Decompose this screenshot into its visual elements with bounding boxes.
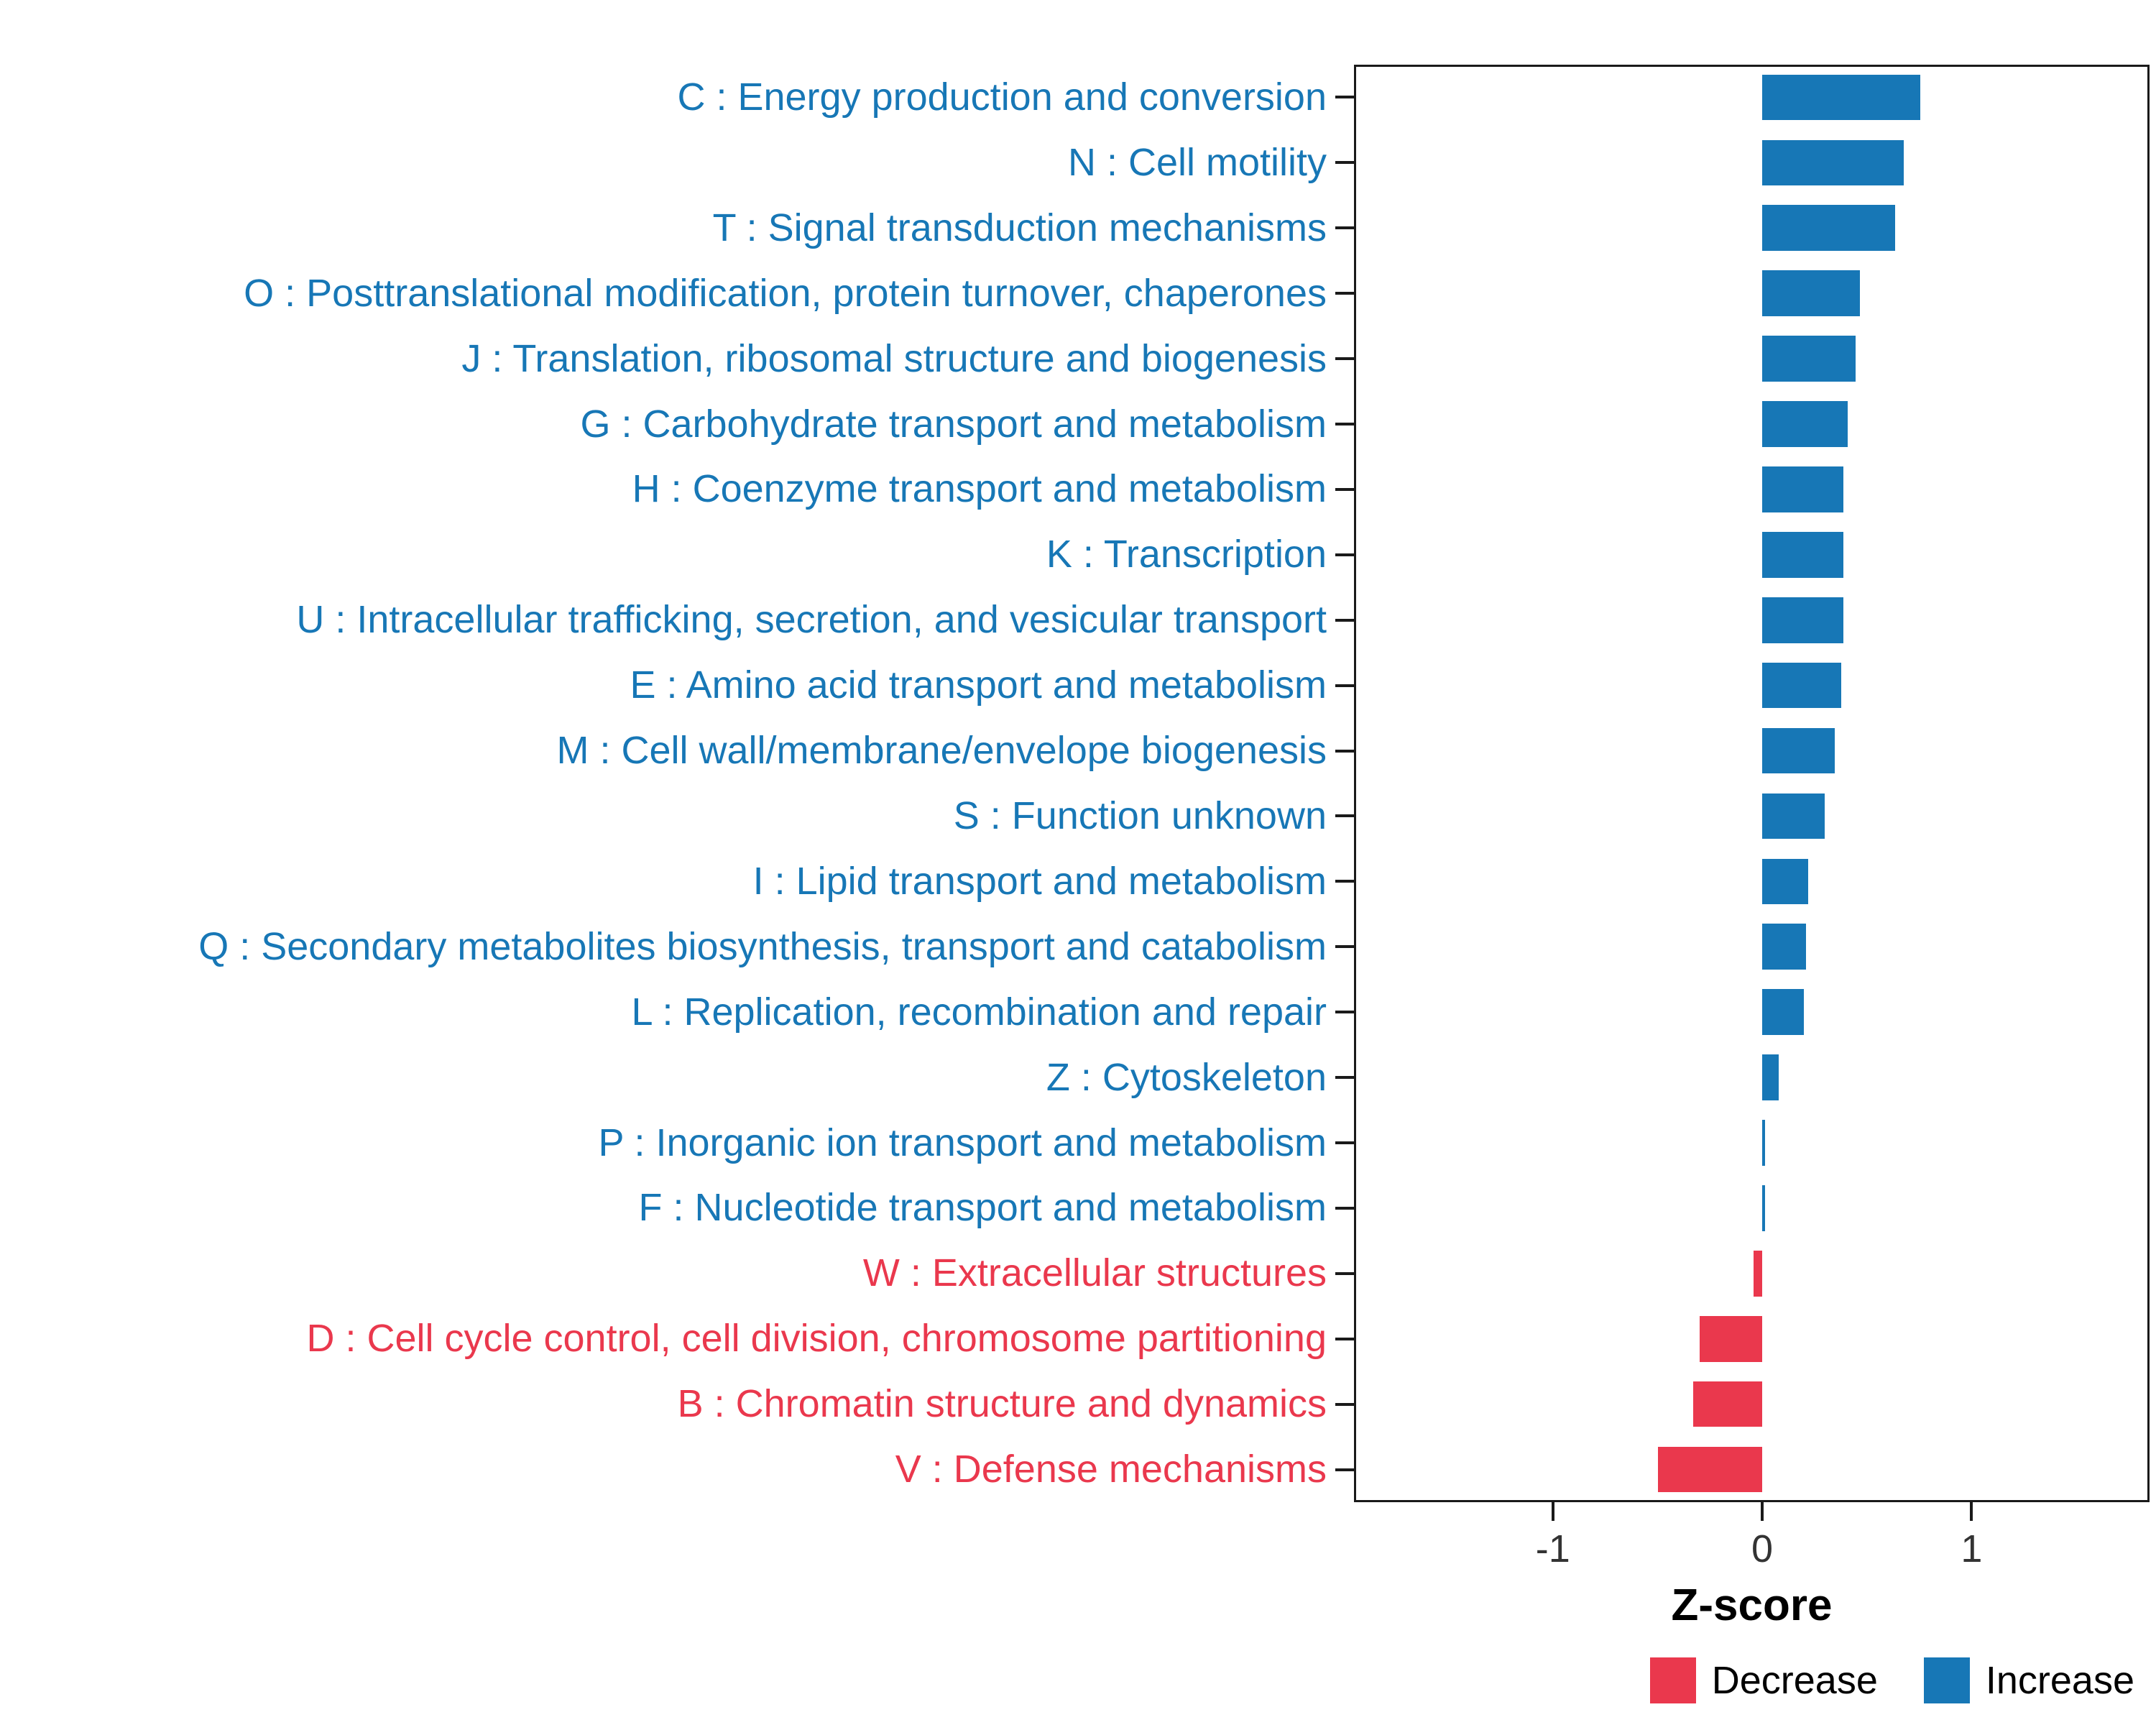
bar-increase xyxy=(1761,858,1808,905)
legend-item-increase: Increase xyxy=(1923,1657,2134,1703)
x-axis-title: Z-score xyxy=(1671,1581,1833,1630)
bar-increase xyxy=(1761,1120,1766,1166)
y-tick-mark xyxy=(1335,96,1354,99)
y-tick-mark xyxy=(1335,1076,1354,1080)
y-tick-mark xyxy=(1335,1206,1354,1210)
x-tick-label: -1 xyxy=(1535,1527,1570,1570)
category-label: S : Function unknown xyxy=(953,794,1327,837)
bar-increase xyxy=(1761,205,1896,252)
x-tick-mark xyxy=(1970,1502,1973,1521)
category-label: D : Cell cycle control, cell division, c… xyxy=(306,1317,1327,1361)
category-label: J : Translation, ribosomal structure and… xyxy=(461,336,1327,380)
y-tick-mark xyxy=(1335,1141,1354,1144)
x-tick-label: 1 xyxy=(1961,1527,1983,1570)
y-tick-mark xyxy=(1335,1468,1354,1471)
category-label: G : Carbohydrate transport and metabolis… xyxy=(580,402,1327,446)
bar-increase xyxy=(1761,139,1904,186)
category-label: O : Posttranslational modification, prot… xyxy=(244,271,1327,315)
category-label: L : Replication, recombination and repai… xyxy=(631,990,1327,1034)
category-label: N : Cell motility xyxy=(1067,140,1327,184)
y-tick-mark xyxy=(1335,226,1354,230)
y-tick-mark xyxy=(1335,292,1354,295)
bar-increase xyxy=(1761,662,1842,709)
y-tick-mark xyxy=(1335,880,1354,883)
bar-increase xyxy=(1761,74,1921,121)
y-tick-mark xyxy=(1335,684,1354,687)
legend: Decrease Increase xyxy=(1649,1657,2134,1703)
y-tick-mark xyxy=(1335,814,1354,818)
y-tick-mark xyxy=(1335,1337,1354,1340)
category-label: Q : Secondary metabolites biosynthesis, … xyxy=(198,924,1327,968)
y-tick-mark xyxy=(1335,357,1354,361)
category-label: I : Lipid transport and metabolism xyxy=(752,859,1327,903)
legend-item-decrease: Decrease xyxy=(1649,1657,1878,1703)
y-tick-mark xyxy=(1335,423,1354,426)
y-tick-mark xyxy=(1335,553,1354,556)
category-label: H : Coenzyme transport and metabolism xyxy=(632,467,1327,511)
category-label: V : Defense mechanisms xyxy=(895,1448,1327,1491)
bar-increase xyxy=(1761,1054,1779,1100)
bar-decrease xyxy=(1658,1446,1762,1493)
category-label: W : Extracellular structures xyxy=(862,1251,1327,1295)
y-tick-mark xyxy=(1335,749,1354,753)
y-tick-mark xyxy=(1335,487,1354,491)
category-label: E : Amino acid transport and metabolism xyxy=(630,663,1327,707)
category-label: U : Intracellular trafficking, secretion… xyxy=(296,598,1327,642)
bar-increase xyxy=(1761,989,1804,1035)
bar-decrease xyxy=(1693,1381,1762,1427)
y-tick-mark xyxy=(1335,1271,1354,1275)
bar-increase xyxy=(1761,466,1843,512)
bar-increase xyxy=(1761,1185,1766,1231)
bar-increase xyxy=(1761,336,1856,382)
bar-increase xyxy=(1761,401,1848,447)
y-tick-mark xyxy=(1335,1011,1354,1014)
category-label: F : Nucleotide transport and metabolism xyxy=(638,1186,1327,1230)
y-tick-mark xyxy=(1335,618,1354,622)
x-tick-mark xyxy=(1551,1502,1554,1521)
x-tick-mark xyxy=(1761,1502,1764,1521)
bar-increase xyxy=(1761,597,1843,643)
bar-increase xyxy=(1761,727,1835,774)
y-tick-mark xyxy=(1335,945,1354,949)
x-tick-label: 0 xyxy=(1751,1527,1774,1570)
legend-label: Increase xyxy=(1985,1659,2134,1702)
category-label: K : Transcription xyxy=(1046,533,1327,576)
category-label: B : Chromatin structure and dynamics xyxy=(677,1382,1327,1426)
plot-panel xyxy=(1354,65,2150,1502)
legend-swatch-increase xyxy=(1923,1657,1970,1703)
bar-increase xyxy=(1761,270,1861,316)
bar-increase xyxy=(1761,793,1825,840)
category-label: T : Signal transduction mechanisms xyxy=(712,206,1327,249)
bar-decrease xyxy=(1754,1251,1762,1297)
category-label: P : Inorganic ion transport and metaboli… xyxy=(598,1121,1327,1164)
y-tick-mark xyxy=(1335,161,1354,165)
bar-decrease xyxy=(1700,1315,1762,1362)
bar-increase xyxy=(1761,924,1806,970)
legend-swatch-decrease xyxy=(1649,1657,1696,1703)
y-tick-mark xyxy=(1335,1402,1354,1406)
bar-increase xyxy=(1761,532,1843,578)
category-label: C : Energy production and conversion xyxy=(677,75,1327,119)
category-label: M : Cell wall/membrane/envelope biogenes… xyxy=(556,729,1327,773)
category-label: Z : Cytoskeleton xyxy=(1046,1055,1327,1099)
legend-label: Decrease xyxy=(1711,1659,1878,1702)
